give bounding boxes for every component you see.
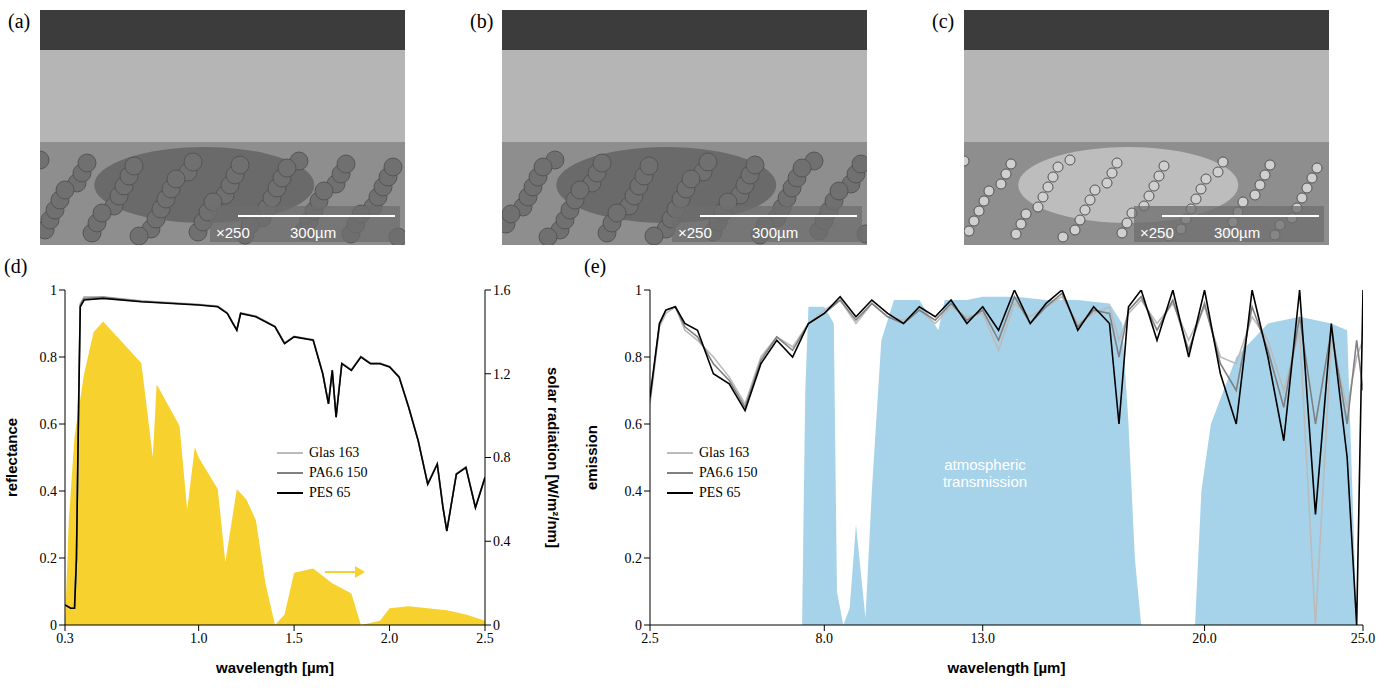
svg-text:reflectance: reflectance: [3, 418, 20, 497]
svg-text:wavelength [µm]: wavelength [µm]: [947, 659, 1066, 676]
html-text:PA6.6 150: PA6.6 150: [309, 464, 368, 480]
svg-text:300µm: 300µm: [1214, 224, 1260, 241]
html-text:PES 65: PES 65: [309, 484, 351, 500]
svg-text:1.2: 1.2: [493, 367, 511, 382]
html-text:(d): (d): [4, 255, 28, 277]
svg-text:0.6: 0.6: [40, 417, 58, 432]
svg-text:emission: emission: [583, 425, 600, 490]
svg-text:2.5: 2.5: [641, 631, 659, 646]
svg-text:13.0: 13.0: [970, 631, 995, 646]
html-text:PA6.6 150: PA6.6 150: [699, 464, 758, 480]
svg-text:0.8: 0.8: [40, 350, 58, 365]
svg-text:1: 1: [50, 283, 57, 298]
svg-text:2.5: 2.5: [476, 631, 494, 646]
svg-text:1.0: 1.0: [190, 631, 208, 646]
svg-text:0.8: 0.8: [493, 450, 511, 465]
svg-text:×250: ×250: [216, 224, 250, 241]
html-text:(e): (e): [584, 255, 607, 277]
svg-text:0.8: 0.8: [625, 350, 643, 365]
svg-text:1.6: 1.6: [493, 283, 511, 298]
html-text:(a): (a): [8, 10, 31, 32]
svg-text:300µm: 300µm: [752, 224, 798, 241]
svg-text:0.3: 0.3: [56, 631, 74, 646]
svg-text:×250: ×250: [1140, 224, 1174, 241]
svg-text:×250: ×250: [678, 224, 712, 241]
svg-text:20.0: 20.0: [1192, 631, 1217, 646]
svg-text:0.4: 0.4: [40, 484, 58, 499]
html-text:PES 65: PES 65: [699, 484, 741, 500]
svg-text:2.0: 2.0: [381, 631, 399, 646]
html-text:Glas 163: Glas 163: [699, 444, 750, 460]
svg-text:wavelength [µm]: wavelength [µm]: [215, 659, 334, 676]
html-text:Glas 163: Glas 163: [309, 444, 360, 460]
svg-text:0: 0: [50, 618, 57, 633]
svg-text:0.4: 0.4: [493, 534, 511, 549]
svg-text:0.2: 0.2: [40, 551, 58, 566]
svg-text:8.0: 8.0: [816, 631, 834, 646]
svg-text:solar radiation [W/m²/nm]: solar radiation [W/m²/nm]: [545, 367, 562, 548]
html-text:(c): (c): [932, 10, 955, 32]
svg-text:0.6: 0.6: [625, 417, 643, 432]
svg-text:0: 0: [493, 618, 500, 633]
svg-text:25.0: 25.0: [1351, 631, 1376, 646]
svg-text:0: 0: [635, 618, 642, 633]
svg-text:1.5: 1.5: [285, 631, 303, 646]
html-text:atmospheric transmission: atmospheric transmission: [942, 456, 1028, 490]
svg-text:300µm: 300µm: [290, 224, 336, 241]
html-text:(b): (b): [470, 10, 494, 32]
svg-text:0.4: 0.4: [625, 484, 643, 499]
svg-text:1: 1: [635, 283, 642, 298]
svg-text:0.2: 0.2: [625, 551, 643, 566]
